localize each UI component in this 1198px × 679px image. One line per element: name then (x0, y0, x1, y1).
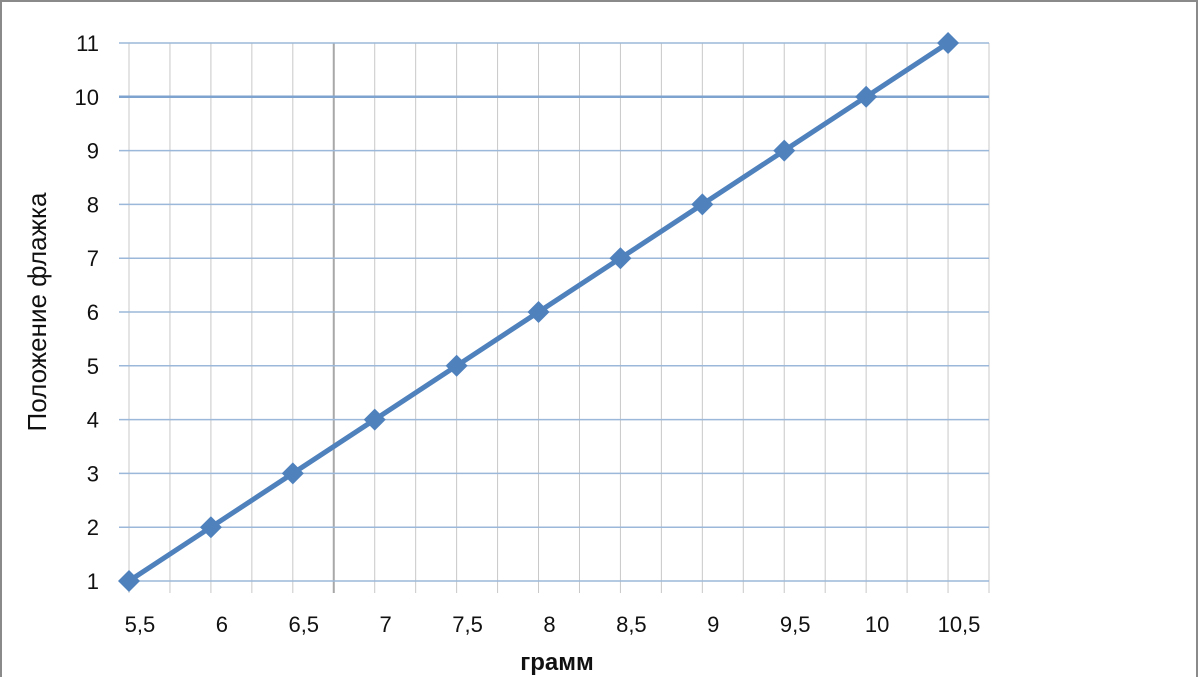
y-tick-label: 5 (87, 354, 99, 379)
vertical-gridlines (128, 43, 990, 593)
y-tick-label: 1 (87, 569, 99, 594)
x-tick-label: 10,5 (938, 612, 981, 637)
data-point-marker (199, 516, 222, 539)
data-point-marker (118, 570, 140, 592)
x-tick-label: 6,5 (288, 612, 319, 637)
data-point-marker (527, 301, 550, 323)
x-tick-label: 5,5 (125, 612, 156, 637)
data-point-marker (609, 247, 632, 270)
x-tick-label: 7,5 (452, 612, 483, 637)
y-axis-title: Положение флажка (22, 192, 52, 431)
x-tick-label: 8,5 (616, 612, 647, 637)
x-axis-title: грамм (520, 649, 594, 676)
data-point-marker (445, 354, 468, 377)
y-tick-labels: 1 2 3 4 5 6 7 8 9 10 11 (75, 31, 99, 594)
y-tick-label: 2 (87, 515, 99, 540)
x-tick-label: 9 (707, 612, 719, 637)
y-tick-label: 8 (87, 192, 99, 217)
data-point-marker (937, 32, 960, 54)
horizontal-gridlines (119, 42, 989, 582)
x-tick-label: 7 (380, 612, 392, 637)
data-point-marker (691, 193, 714, 216)
x-tick-label: 6 (216, 612, 228, 637)
x-tick-labels: 5,5 6 6,5 7 7,5 8 8,5 9 9,5 10 10,5 (125, 612, 981, 637)
data-point-marker (281, 462, 304, 485)
y-tick-label: 7 (87, 246, 99, 271)
y-tick-label: 9 (87, 139, 99, 164)
y-tick-label: 10 (75, 85, 99, 110)
x-tick-label: 8 (543, 612, 555, 637)
y-tick-label: 11 (76, 31, 99, 56)
y-tick-label: 6 (87, 300, 99, 325)
y-tick-label: 3 (87, 461, 99, 486)
series-layer (118, 32, 960, 592)
data-point-marker (855, 85, 878, 108)
y-tick-label: 4 (87, 408, 99, 433)
data-point-marker (363, 408, 386, 431)
x-tick-label: 9,5 (780, 612, 811, 637)
data-point-marker (773, 139, 796, 162)
x-tick-label: 10 (865, 612, 889, 637)
